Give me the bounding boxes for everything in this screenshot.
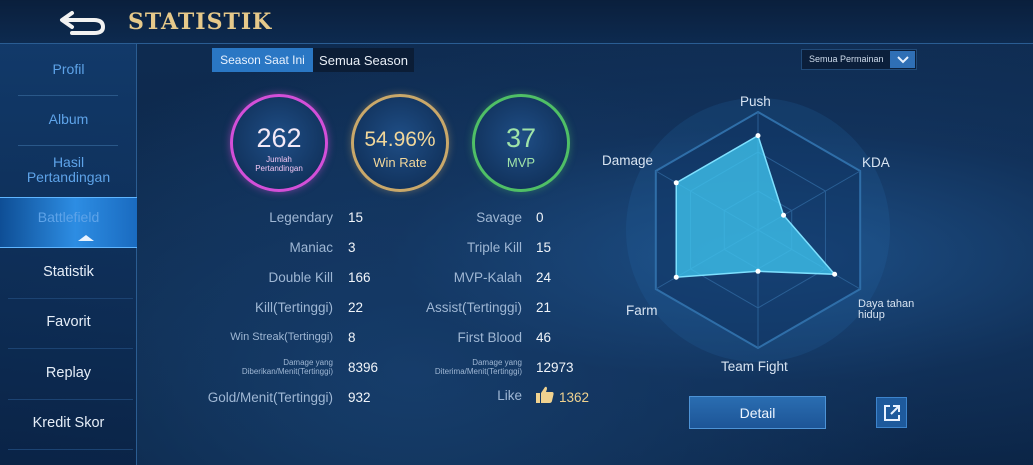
winrate-value: 54.96% [364,128,436,151]
radar-axis-label-farm: Farm [626,303,658,318]
stat-value: 3 [348,240,356,255]
radar-axis-label-team-fight: Team Fight [721,359,788,374]
sidebar-item-album[interactable]: Album [48,110,89,127]
sidebar-divider [18,95,118,96]
sidebar-divider [18,145,118,146]
chevron-up-icon [78,235,94,241]
radar-data-point [832,271,838,277]
radar-data-point [673,180,679,186]
matches-count-value: 262 [256,123,302,153]
stat-value: 46 [536,330,552,345]
sidebar-divider [8,399,133,400]
stat-value: 15 [348,210,364,225]
stat-label: Kill(Tertinggi) [254,300,333,315]
radar-data-point [673,274,679,280]
winrate-circle: 54.96% Win Rate [351,94,449,192]
stat-label: Savage [476,210,522,225]
radar-data-point [755,133,761,139]
sidebar-divider [8,348,133,349]
page-title: STATISTIK [128,9,273,35]
radar-axis-label-push: Push [740,94,771,109]
stat-value: 932 [348,390,371,405]
stat-label: Win Streak(Tertinggi) [230,331,333,343]
sidebar-item-kredit-skor[interactable]: Kredit Skor [32,414,105,431]
winrate-label: Win Rate [373,155,427,170]
thumbs-up-icon [536,386,554,403]
stat-value: 21 [536,300,552,315]
matches-count-circle: 262 Jumlah Pertandingan [230,94,328,192]
stat-label: Maniac [289,240,333,255]
stat-value: 22 [348,300,364,315]
stat-value: 15 [536,240,552,255]
tab-season-saat-ini[interactable]: Season Saat Ini [212,48,313,72]
mvp-label: MVP [506,155,536,170]
sidebar-item-profil[interactable]: Profil [52,60,85,77]
matches-count-label: Jumlah Pertandingan [255,155,303,173]
sidebar-item-favorit[interactable]: Favorit [46,313,91,330]
detail-button[interactable]: Detail [689,396,826,429]
stat-value: 0 [536,210,544,225]
stat-value: 8396 [348,360,379,375]
mvp-value: 37 [505,123,537,153]
back-arrow-icon[interactable] [58,7,108,37]
stat-label: First Blood [457,330,522,345]
sidebar [0,44,137,465]
stat-label: Legendary [269,210,333,225]
sidebar-item-statistik[interactable]: Statistik [43,263,94,280]
stat-value: 8 [348,330,356,345]
stat-label: Double Kill [268,270,333,285]
stat-value: 24 [536,270,552,285]
stat-value: 12973 [536,360,574,375]
radar-axis-label-damage: Damage [602,153,654,168]
share-button[interactable] [876,397,907,428]
stat-label: Like [497,388,522,403]
sidebar-item-replay[interactable]: Replay [45,364,92,381]
like-count: 1362 [559,390,590,405]
radar-axis-label-durability: Daya tahan hidup [858,298,915,321]
stat-label: Triple Kill [466,240,522,255]
stat-label: Damage yang Diterima/Menit(Tertinggi) [434,358,522,376]
sidebar-item-battlefield[interactable]: Battlefield [0,197,137,248]
game-mode-dropdown[interactable]: Semua Permainan [801,49,917,70]
sidebar-divider [8,298,133,299]
radar-data-point [755,268,761,274]
sidebar-item-hasil-pertandingan[interactable]: Hasil Pertandingan [26,154,111,185]
header-bar: STATISTIK [0,0,1033,44]
stat-label: MVP-Kalah [453,270,522,285]
like-button[interactable] [535,385,555,405]
stat-label: Damage yang Diberikan/Menit(Tertinggi) [241,358,333,376]
stat-value: 166 [348,270,371,285]
sidebar-divider [8,449,133,450]
radar-data-point [781,212,787,218]
stat-label: Assist(Tertinggi) [425,300,522,315]
radar-chart [626,98,890,362]
dropdown-selected-value: Semua Permainan [809,54,884,64]
stat-label: Gold/Menit(Tertinggi) [207,390,333,405]
mvp-circle: 37 MVP [472,94,570,192]
chevron-down-icon [890,51,915,68]
external-link-icon [883,404,900,421]
radar-axis-label-kda: KDA [862,155,890,170]
tab-semua-season[interactable]: Semua Season [313,48,414,72]
sidebar-item-label: Battlefield [37,209,100,225]
